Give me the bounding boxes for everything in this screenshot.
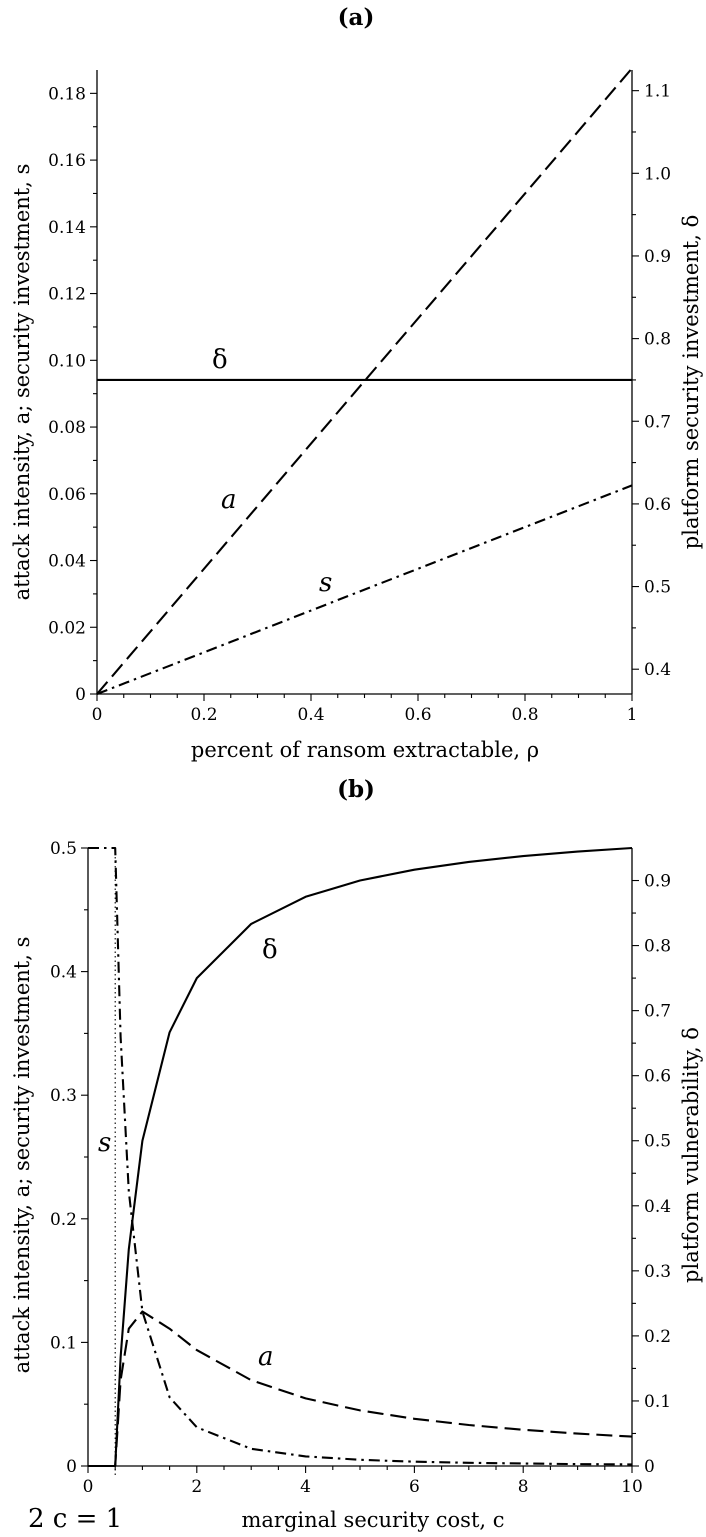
panel-a-x-tick-label: 1 [627, 705, 638, 725]
panel-b-y2-tick-label: 0.4 [644, 1197, 671, 1217]
panel-b-title: (b) [337, 776, 375, 803]
panel-a-y-tick-label: 0.14 [48, 218, 86, 238]
panel-a-y-tick-label: 0.12 [48, 285, 86, 305]
panel-a-y-axis-label: attack intensity, a; security investment… [10, 164, 34, 601]
panel-a-y2-tick-label: 0.7 [644, 412, 671, 432]
panel-a: (a) 0 0.2 0.4 0.6 0.8 100.020.040.060.080.100… [10, 4, 703, 762]
panel-b-y-tick-label: 0.4 [50, 963, 77, 983]
panel-a-x-tick-label: 0.6 [404, 705, 431, 725]
panel-a-y-tick-label: 0.10 [48, 351, 86, 371]
panel-a-y-tick-label: 0.08 [48, 418, 86, 438]
panel-b-series-delta [88, 846, 633, 1468]
panel-a-x-tick-label: 0.4 [297, 705, 324, 725]
panel-a-y-tick-label: 0.04 [48, 552, 86, 572]
panel-b-y-tick-label: 0.1 [50, 1333, 77, 1353]
panel-a-x-tick-label: 0 [92, 705, 103, 725]
panel-b-series-label-a: a [258, 1342, 274, 1372]
panel-a-y-tick-label: 0 [75, 685, 86, 705]
panel-a-y2-tick-label: 0.6 [644, 495, 671, 515]
panel-a-series-label-a: a [221, 485, 237, 515]
panel-b-x-axis-label: marginal security cost, c [241, 1508, 504, 1532]
panel-a-y-tick-label: 0.02 [48, 618, 86, 638]
panel-a-title: (a) [338, 4, 375, 31]
panel-b-y2-tick-label: 0.6 [644, 1067, 671, 1087]
panel-a-series-label-s: s [319, 568, 332, 598]
panel-a-y-tick-label: 0.06 [48, 485, 86, 505]
panel-b-y2-tick-label: 0.5 [644, 1132, 671, 1152]
panel-b-series-s [88, 846, 633, 1466]
panel-b-y2-tick-label: 0 [644, 1457, 655, 1477]
panel-b-y2-tick-label: 0.8 [644, 937, 671, 957]
panel-a-x-axis-label: percent of ransom extractable, ρ [191, 738, 539, 762]
panel-a-y-tick-label: 0.16 [48, 151, 86, 171]
panel-a-x-tick-label: 0.8 [511, 705, 538, 725]
panel-a-series-label-delta: δ [212, 345, 228, 375]
panel-b-y2-tick-label: 0.3 [644, 1262, 671, 1282]
panel-a-y2-tick-label: 0.8 [644, 330, 671, 350]
panel-b-x-tick-label: 10 [621, 1477, 643, 1497]
panel-a-y2-tick-label: 1.0 [644, 164, 671, 184]
panel-b-y2-axis-label: platform vulnerability, δ [679, 1027, 703, 1283]
panel-a-series-s [96, 484, 633, 695]
panel-b-x-tick-label: 0 [83, 1477, 94, 1497]
panel-b-y2-tick-label: 0.9 [644, 872, 671, 892]
panel-b-series-a [88, 1310, 633, 1468]
panel-a-plot: 0 0.2 0.4 0.6 0.8 1 0 0.02 0.04 0.06 0.08 0.10 0.12 0… [48, 67, 671, 725]
panel-b-y-tick-label: 0.5 [50, 839, 77, 859]
panel-b-series-label-delta: δ [262, 935, 278, 965]
panel-a-y2-tick-label: 0.9 [644, 247, 671, 267]
panel-b-y2-tick-label: 0.7 [644, 1002, 671, 1022]
panel-b-threshold-annotation: 2 c = 1 [28, 1504, 122, 1534]
panel-a-y2-tick-label: 0.5 [644, 578, 671, 598]
panel-b-y-tick-label: 0 [66, 1457, 77, 1477]
panel-b-y2-tick-label: 0.1 [644, 1392, 671, 1412]
panel-b-series-label-s: s [98, 1128, 111, 1158]
panel-b-y-axis-label: attack intensity, a; security investment… [10, 937, 34, 1374]
panel-b-x-tick-label: 2 [191, 1477, 202, 1497]
panel-b-x-tick-label: 6 [409, 1477, 420, 1497]
panel-b-y2-tick-label: 0.2 [644, 1327, 671, 1347]
panel-b-x-tick-label: 4 [300, 1477, 311, 1497]
panel-b-plot: 0 2 4 6 8 1000.10.20.30.40.500.10.20.30.40.50… [50, 839, 671, 1497]
panel-b: (b) 0 2 4 6 8 1000.10.20.30.40.500.10.20.30.4… [10, 776, 703, 1534]
panel-a-series-a [96, 67, 633, 695]
panel-a-y2-tick-label: 1.1 [644, 82, 671, 102]
panel-b-y-tick-label: 0.3 [50, 1086, 77, 1106]
panel-a-y2-tick-label: 0.4 [644, 660, 671, 680]
panel-b-y-tick-label: 0.2 [50, 1210, 77, 1230]
panel-a-y-tick-label: 0.18 [48, 84, 86, 104]
panel-b-x-tick-label: 8 [518, 1477, 529, 1497]
panel-a-y2-axis-label: platform security investment, δ [679, 215, 703, 549]
panel-a-x-tick-label: 0.2 [190, 705, 217, 725]
